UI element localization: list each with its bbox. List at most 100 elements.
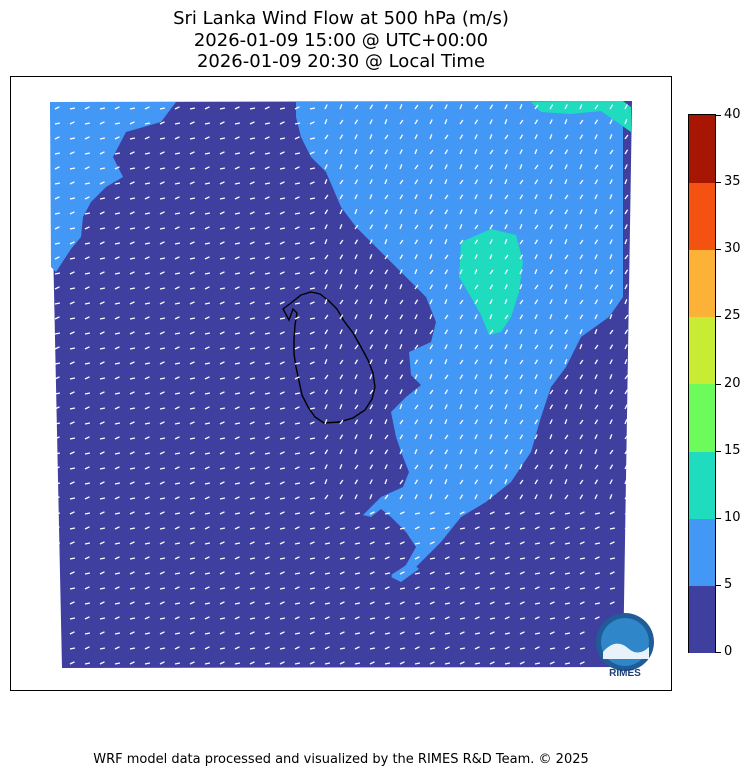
wind-arrow xyxy=(579,389,583,395)
wind-arrow xyxy=(609,149,614,155)
wind-arrow xyxy=(189,587,196,590)
wind-arrow xyxy=(564,164,568,170)
wind-arrow xyxy=(54,152,61,155)
wind-arrow xyxy=(444,464,448,470)
wind-arrow xyxy=(234,466,240,470)
wind-arrow xyxy=(324,449,329,455)
wind-arrow xyxy=(189,661,195,665)
wind-arrow xyxy=(369,299,373,305)
wind-arrow xyxy=(84,272,91,275)
wind-arrow xyxy=(99,557,106,560)
wind-arrow xyxy=(369,434,373,440)
wind-arrow xyxy=(384,284,388,290)
wind-arrow xyxy=(69,227,76,230)
wind-arrow xyxy=(84,542,91,545)
wind-arrow xyxy=(69,347,76,350)
wind-arrow xyxy=(144,302,151,305)
wind-arrow xyxy=(354,646,360,650)
wind-arrow xyxy=(489,511,495,515)
wind-arrow xyxy=(444,512,451,515)
wind-arrow xyxy=(504,164,508,170)
wind-arrow xyxy=(354,269,358,275)
wind-arrow xyxy=(429,601,435,605)
wind-arrow xyxy=(114,242,121,245)
wind-arrow xyxy=(609,571,615,575)
wind-arrow xyxy=(84,466,90,470)
wind-arrow xyxy=(474,119,479,125)
wind-arrow xyxy=(519,224,523,230)
wind-arrow xyxy=(84,436,90,440)
wind-arrow xyxy=(459,571,465,575)
wind-arrow xyxy=(519,419,524,425)
wind-arrow xyxy=(339,389,343,395)
wind-arrow xyxy=(144,496,150,500)
wind-arrow xyxy=(249,301,255,305)
wind-arrow xyxy=(219,287,226,290)
wind-arrow xyxy=(489,527,496,530)
wind-arrow xyxy=(204,196,210,200)
wind-arrow xyxy=(84,332,91,335)
colorbar-tick-label: 10 xyxy=(724,509,741,525)
wind-arrow xyxy=(519,404,523,410)
wind-arrow xyxy=(99,197,106,200)
wind-arrow xyxy=(504,662,511,665)
wind-arrow xyxy=(204,152,211,155)
wind-arrow xyxy=(129,437,136,440)
wind-arrow xyxy=(84,482,91,485)
wind-arrow xyxy=(624,419,628,425)
wind-arrow xyxy=(609,541,615,545)
wind-arrow xyxy=(624,526,630,530)
wind-arrow xyxy=(249,167,256,170)
wind-arrow xyxy=(279,121,285,125)
wind-arrow xyxy=(264,466,270,470)
wind-arrow xyxy=(624,434,629,440)
wind-arrow xyxy=(384,419,388,425)
wind-arrow xyxy=(444,329,449,335)
wind-arrow xyxy=(99,497,106,500)
wind-arrow xyxy=(399,329,403,335)
wind-arrow xyxy=(324,646,330,650)
wind-arrow xyxy=(444,526,450,530)
wind-arrow xyxy=(174,526,180,530)
wind-arrow xyxy=(129,647,136,650)
wind-arrow xyxy=(69,331,75,335)
wind-arrow xyxy=(429,164,434,170)
wind-arrow xyxy=(549,647,556,650)
wind-arrow xyxy=(174,272,181,275)
wind-arrow xyxy=(414,284,419,290)
wind-arrow xyxy=(609,269,614,275)
wind-arrow xyxy=(234,226,240,230)
wind-arrow xyxy=(534,329,538,335)
wind-arrow xyxy=(234,662,241,665)
wind-arrow xyxy=(594,494,598,500)
wind-arrow xyxy=(564,314,569,320)
wind-arrow xyxy=(294,392,301,395)
wind-arrow xyxy=(324,512,331,515)
wind-arrow xyxy=(99,271,105,275)
wind-arrow xyxy=(219,377,226,380)
wind-arrow xyxy=(564,119,568,125)
wind-arrow xyxy=(549,254,553,260)
wind-arrow xyxy=(249,631,255,635)
wind-arrow xyxy=(99,421,105,425)
wind-arrow xyxy=(309,511,315,515)
wind-arrow xyxy=(294,586,300,590)
wind-arrow xyxy=(189,377,196,380)
wind-arrow xyxy=(474,179,479,185)
wind-arrow xyxy=(429,571,435,575)
wind-arrow xyxy=(444,299,448,305)
wind-arrow xyxy=(279,331,285,335)
wind-arrow xyxy=(234,406,240,410)
wind-arrow xyxy=(579,149,583,155)
wind-arrow xyxy=(69,391,75,395)
wind-arrow xyxy=(414,662,421,665)
wind-arrow xyxy=(144,272,151,275)
wind-arrow xyxy=(474,164,479,170)
wind-arrow xyxy=(564,374,569,380)
wind-arrow xyxy=(234,196,240,200)
wind-arrow xyxy=(414,269,418,275)
wind-arrow xyxy=(519,449,523,455)
wind-arrow xyxy=(519,209,523,215)
wind-arrow xyxy=(474,329,478,335)
wind-arrow xyxy=(489,164,494,170)
